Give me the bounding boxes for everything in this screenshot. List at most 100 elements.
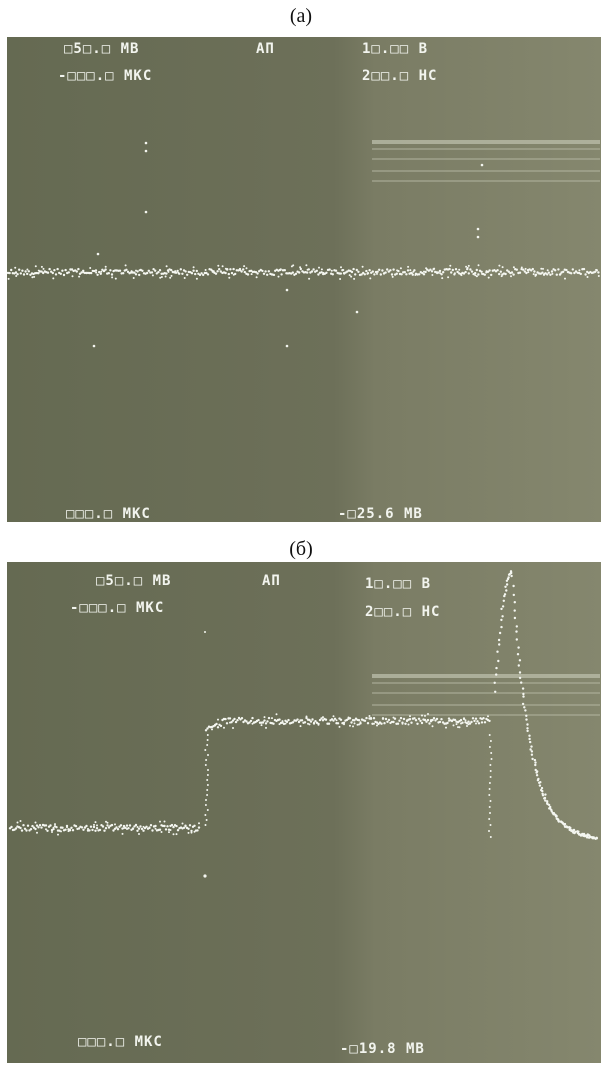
trace-dot [515,268,518,271]
trace-dot [564,277,566,280]
trace-dot [411,273,414,276]
trace-dot [496,650,499,653]
trace-dot [533,758,537,762]
trace-dot [164,828,168,831]
trace-dot [570,272,573,275]
trace-dot [464,719,467,722]
trace-dot [226,268,229,270]
trace-dot [217,718,219,721]
trace-dot [488,269,491,272]
trace-dot [449,264,452,267]
trace-dot [186,273,189,276]
trace-dot [384,271,387,274]
trace-dot [402,717,406,721]
trace-dot [362,271,365,275]
trace-dot [350,275,353,278]
trace-dot [517,664,520,667]
trace-dot [530,269,533,272]
trace-dot [488,734,491,736]
trace-dot [318,266,320,269]
trace-dot [454,268,458,271]
trace-dot [133,271,136,274]
trace-dot [138,833,140,835]
trace-dot [35,824,39,827]
trace-dot [308,718,311,722]
trace-dot [19,820,22,822]
trace-dot [399,267,402,270]
trace-dot [407,723,410,726]
trace-dot [175,824,178,828]
trace-dot [331,273,334,276]
trace-dot [78,272,82,275]
screen-content: □5□.□ МВ АП 1□.□□ В -□□□.□ МКС 2□□.□ НС … [8,570,600,1057]
trace-dot [458,726,461,729]
trace-dot [373,273,376,276]
trace-dot [34,821,37,824]
trace-dot [19,826,22,830]
trace-dot [380,722,383,725]
trace-dot [410,721,413,724]
trace-dot [243,265,246,268]
trace-dot [124,264,127,267]
trace-dot [91,828,94,832]
trace-dot [352,725,354,728]
readout: 1□.□□ В [365,576,431,592]
trace-dot [175,833,178,836]
trace-dot [503,594,506,598]
trace-dot [456,270,459,274]
trace-dot [57,833,59,836]
trace-dot [488,830,490,832]
trace-dot [299,267,302,271]
trace-dot [466,725,468,727]
trace-dot [256,272,259,275]
trace-dot [366,272,370,275]
reflection [372,682,600,684]
trace-dot [42,271,45,275]
trace-dot [495,666,498,670]
trace-dot [496,269,499,272]
trace-dot [376,272,378,275]
trace-dot [107,272,111,275]
trace-dot [10,268,13,272]
trace-dot [376,270,379,273]
trace-dot [509,570,513,573]
trace-dot [594,270,597,273]
trace-dot [339,718,343,721]
trace-dot [435,717,439,721]
trace-dot [518,659,522,662]
trace-dot [98,270,101,274]
trace-dot [107,826,111,829]
trace-dot [46,829,49,832]
trace-dot [427,713,429,715]
trace-dot [66,826,68,829]
trace-dot [169,829,172,831]
trace-dot [340,266,342,269]
trace-dot [51,831,53,833]
trace-dot [233,717,236,721]
trace-dot [528,737,531,741]
trace-dot [166,825,169,828]
trace-dot [448,267,451,271]
trace-dot [87,827,89,830]
trace-dot [206,744,209,746]
trace-dot [368,269,371,272]
trace-dot [501,615,504,618]
trace-dot [525,271,528,275]
trace-dot [371,722,374,725]
trace-dot [318,718,322,722]
trace-dot [356,723,359,726]
trace-dot [513,609,516,612]
trace-dot [118,825,121,828]
trace-dot [467,272,470,275]
trace-dot [566,826,569,829]
readout: 2□□.□ НС [362,68,437,84]
trace-dot [488,818,491,820]
trace-dot [421,714,423,717]
trace-dot [489,836,492,838]
reflection [372,148,600,150]
trace-dot [211,728,213,731]
trace-dot [141,269,144,272]
trace-dot [521,687,525,690]
trace-dot [428,722,431,725]
trace-dot [334,269,338,272]
